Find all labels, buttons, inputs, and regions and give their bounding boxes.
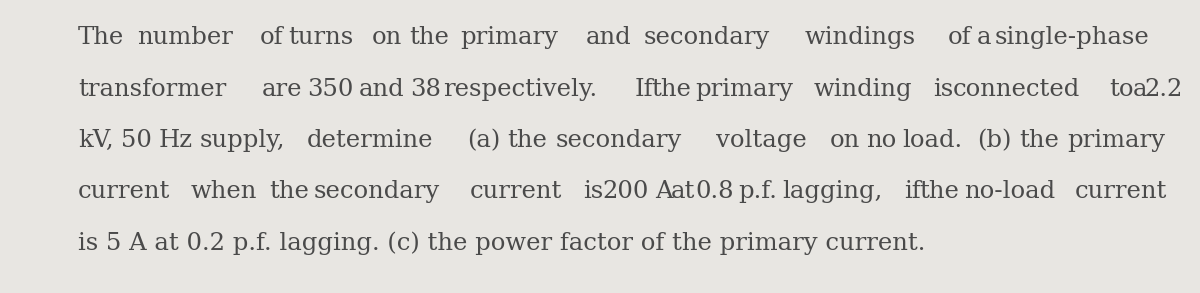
Text: voltage: voltage — [716, 129, 806, 152]
Text: primary: primary — [460, 26, 558, 49]
Text: no: no — [866, 129, 896, 152]
Text: current: current — [470, 180, 563, 203]
Text: current: current — [78, 180, 170, 203]
Text: supply,: supply, — [199, 129, 284, 152]
Text: at: at — [671, 180, 695, 203]
Text: is: is — [934, 78, 954, 100]
Text: the: the — [919, 180, 959, 203]
Text: and: and — [586, 26, 631, 49]
Text: winding: winding — [814, 78, 912, 100]
Text: 350: 350 — [307, 78, 353, 100]
Text: when: when — [191, 180, 257, 203]
Text: the: the — [1019, 129, 1058, 152]
Text: are: are — [262, 78, 302, 100]
Text: Hz: Hz — [158, 129, 192, 152]
Text: current: current — [1075, 180, 1168, 203]
Text: connected: connected — [953, 78, 1080, 100]
Text: to: to — [1109, 78, 1134, 100]
Text: number: number — [137, 26, 233, 49]
Text: secondary: secondary — [643, 26, 769, 49]
Text: primary: primary — [1068, 129, 1165, 152]
Text: 0.8: 0.8 — [696, 180, 734, 203]
Text: if: if — [905, 180, 922, 203]
Text: secondary: secondary — [556, 129, 682, 152]
Text: load.: load. — [902, 129, 962, 152]
Text: A: A — [655, 180, 673, 203]
Text: of: of — [259, 26, 283, 49]
Text: the: the — [409, 26, 450, 49]
Text: primary: primary — [695, 78, 793, 100]
Text: The: The — [78, 26, 125, 49]
Text: (a): (a) — [467, 129, 500, 152]
Text: 50: 50 — [121, 129, 152, 152]
Text: the: the — [650, 78, 691, 100]
Text: of: of — [948, 26, 971, 49]
Text: respectively.: respectively. — [443, 78, 598, 100]
Text: If: If — [635, 78, 653, 100]
Text: windings: windings — [805, 26, 917, 49]
Text: p.f.: p.f. — [738, 180, 778, 203]
Text: secondary: secondary — [314, 180, 440, 203]
Text: transformer: transformer — [78, 78, 227, 100]
Text: lagging,: lagging, — [782, 180, 882, 203]
Text: is: is — [583, 180, 602, 203]
Text: single-phase: single-phase — [995, 26, 1150, 49]
Text: 2.2: 2.2 — [1145, 78, 1183, 100]
Text: a: a — [977, 26, 991, 49]
Text: (b): (b) — [977, 129, 1012, 152]
Text: no-load: no-load — [964, 180, 1055, 203]
Text: determine: determine — [307, 129, 433, 152]
Text: is 5 A at 0.2 p.f. lagging. (c) the power factor of the primary current.: is 5 A at 0.2 p.f. lagging. (c) the powe… — [78, 231, 925, 255]
Text: on: on — [372, 26, 402, 49]
Text: turns: turns — [288, 26, 354, 49]
Text: the: the — [269, 180, 310, 203]
Text: a: a — [1133, 78, 1147, 100]
Text: 38: 38 — [410, 78, 442, 100]
Text: and: and — [359, 78, 404, 100]
Text: 200: 200 — [602, 180, 648, 203]
Text: on: on — [830, 129, 860, 152]
Text: the: the — [508, 129, 547, 152]
Text: kV,: kV, — [78, 129, 114, 152]
